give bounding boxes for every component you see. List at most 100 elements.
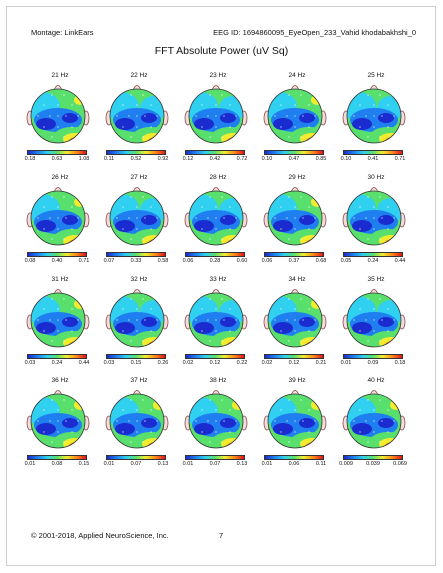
electrode-dot (221, 441, 223, 443)
electrode-dot (209, 298, 211, 300)
color-scale-bar (27, 354, 87, 359)
electrode-dot (71, 431, 73, 433)
scale-mid-label: 0.28 (209, 258, 221, 264)
scale-mid-label: 0.47 (288, 156, 300, 162)
color-scale-bar (106, 354, 166, 359)
electrode-dot (359, 409, 361, 411)
electrode-dot (367, 441, 369, 443)
scale-max-label: 0.44 (78, 360, 90, 366)
electrode-dot (393, 115, 395, 117)
electrode-dot (136, 228, 138, 230)
electrode-dot (302, 319, 304, 321)
electrode-dot (229, 206, 231, 208)
electrode-dot (288, 340, 290, 342)
color-scale-bar (343, 455, 403, 460)
electrode-dot (150, 104, 152, 106)
frequency-label: 30 Hz (367, 174, 385, 181)
electrode-dot (122, 228, 124, 230)
electrode-dot (229, 308, 231, 310)
color-scale-bar (185, 252, 245, 257)
color-scale-bar (343, 252, 403, 257)
electrode-dot (294, 206, 296, 208)
electrode-dot (288, 94, 290, 96)
electrode-dot (63, 196, 65, 198)
electrode-dot (142, 441, 144, 443)
color-scale-bar (106, 150, 166, 155)
topo-map: 30 Hz 0.05 0.24 0.44 (336, 174, 416, 279)
electrode-dot (209, 340, 211, 342)
frequency-label: 28 Hz (209, 174, 227, 181)
topo-map: 23 Hz 0.12 0.42 0.72 (178, 72, 258, 177)
electrode-dot (223, 319, 225, 321)
electrode-dot (373, 104, 375, 106)
electrode-dot (142, 298, 144, 300)
electrode-dot (294, 104, 296, 106)
electrode-dot (136, 206, 138, 208)
topo-map: 40 Hz 0.009 0.039 0.069 (336, 377, 416, 482)
electrode-dot (156, 420, 158, 422)
electrode-dot (71, 228, 73, 230)
electrode-dot (150, 206, 152, 208)
electrode-dot (215, 217, 217, 219)
electrode-dot (235, 217, 237, 219)
electrode-dot (130, 298, 132, 300)
electrode-dot (229, 126, 231, 128)
electrode-dot (308, 431, 310, 433)
electrode-dot (288, 238, 290, 240)
head-topography (26, 187, 90, 246)
electrode-dot (51, 196, 53, 198)
electrode-dot (57, 217, 59, 219)
electrode-dot (294, 409, 296, 411)
scale-mid-label: 0.42 (209, 156, 221, 162)
electrode-dot (302, 217, 304, 219)
topo-map: 37 Hz 0.01 0.07 0.13 (99, 377, 179, 482)
frequency-label: 31 Hz (51, 276, 69, 283)
frequency-label: 37 Hz (130, 377, 148, 384)
electrode-dot (150, 308, 152, 310)
electrode-dot (379, 441, 381, 443)
electrode-dot (381, 217, 383, 219)
electrode-dot (195, 420, 197, 422)
electrode-dot (365, 420, 367, 422)
electrode-dot (302, 420, 304, 422)
electrode-dot (156, 217, 158, 219)
electrode-dot (130, 399, 132, 401)
electrode-dot (195, 319, 197, 321)
electrode-dot (37, 319, 39, 321)
electrode-dot (57, 104, 59, 106)
electrode-dot (116, 115, 118, 117)
electrode-dot (37, 420, 39, 422)
electrode-dot (128, 115, 130, 117)
electrode-dot (367, 298, 369, 300)
electrode-dot (144, 319, 146, 321)
electrode-dot (130, 136, 132, 138)
head-topography (184, 85, 248, 144)
electrode-dot (393, 217, 395, 219)
electrode-dot (215, 330, 217, 332)
electrode-dot (308, 126, 310, 128)
scale-mid-label: 0.63 (51, 156, 63, 162)
scale-mid-label: 0.08 (51, 461, 63, 467)
scale-mid-label: 0.37 (288, 258, 300, 264)
head-topography (342, 390, 406, 449)
scale-mid-label: 0.52 (130, 156, 142, 162)
electrode-dot (71, 206, 73, 208)
electrode-dot (387, 104, 389, 106)
electrode-dot (294, 319, 296, 321)
electrode-dot (359, 431, 361, 433)
electrode-dot (150, 126, 152, 128)
electrode-dot (359, 126, 361, 128)
scale-max-label: 0.18 (394, 360, 406, 366)
scale-min-label: 0.06 (182, 258, 194, 264)
electrode-dot (63, 441, 65, 443)
electrode-dot (393, 420, 395, 422)
electrode-dot (300, 196, 302, 198)
electrode-dot (130, 340, 132, 342)
electrode-dot (235, 115, 237, 117)
electrode-dot (63, 399, 65, 401)
electrode-dot (122, 126, 124, 128)
head-topography (263, 85, 327, 144)
electrode-dot (221, 399, 223, 401)
scale-min-label: 0.02 (182, 360, 194, 366)
topo-map: 28 Hz 0.06 0.28 0.60 (178, 174, 258, 279)
